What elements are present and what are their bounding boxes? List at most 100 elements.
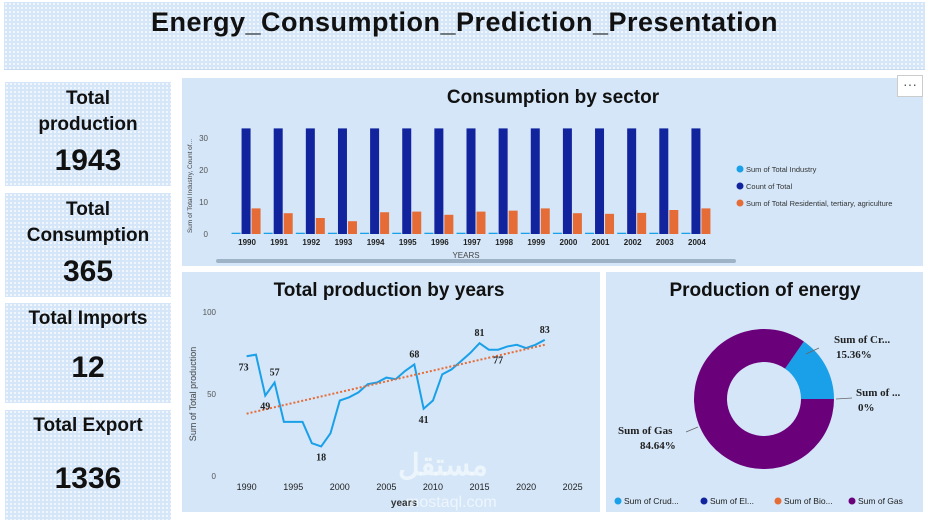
x-tick-label: 1999 [527,238,545,247]
x-tick-label: 2004 [688,238,706,247]
production-of-energy-panel[interactable]: Production of energy Sum of Cr... 15.36% S… [606,272,923,512]
x-tick-label: 2000 [330,482,350,492]
bar-industry[interactable] [552,232,562,234]
bar-industry[interactable] [295,232,305,234]
legend-marker [614,497,622,505]
y-tick-label: 20 [199,166,208,175]
bar-count[interactable] [434,128,444,234]
y-tick-label: 0 [204,230,209,239]
legend-marker [848,497,856,505]
bar-residential[interactable] [476,211,486,234]
bar-count[interactable] [659,128,669,234]
legend-label: Count of Total [746,182,792,191]
bar-residential[interactable] [283,213,293,234]
bar-count[interactable] [337,128,347,234]
bar-count[interactable] [370,128,380,234]
bar-count[interactable] [595,128,605,234]
bar-count[interactable] [562,128,572,234]
bar-industry[interactable] [360,232,370,234]
bar-industry[interactable] [456,232,466,234]
bar-industry[interactable] [392,232,402,234]
slice-percent: 0% [858,402,875,414]
horizontal-scrollbar[interactable] [216,259,736,263]
bar-industry[interactable] [231,232,241,234]
bar-residential[interactable] [380,212,390,234]
legend-label: Sum of Crud... [624,496,679,506]
donut-slice[interactable] [694,329,834,469]
bar-industry[interactable] [681,232,691,234]
bar-residential[interactable] [412,211,422,234]
x-tick-label: 2002 [624,238,642,247]
legend-label: Sum of El... [710,496,754,506]
y-tick-label: 30 [199,134,208,143]
bar-industry[interactable] [327,232,337,234]
y-axis-label: Sum of Total production [188,347,198,441]
bar-residential[interactable] [347,221,357,234]
bar-count[interactable] [530,128,540,234]
x-tick-label: 1990 [237,482,257,492]
bar-industry[interactable] [520,232,530,234]
legend-marker [736,182,744,190]
legend-label: Sum of Total Residential, tertiary, agri… [746,199,892,208]
x-tick-label: 2003 [656,238,674,247]
bar-residential[interactable] [669,210,679,234]
data-label: 41 [419,415,429,426]
data-label: 18 [316,452,326,463]
kpi-card-imports[interactable]: Total Imports 12 [5,303,171,403]
production-by-years-panel[interactable]: Total production by years 0 50 100 1990 1995… [182,272,600,512]
consumption-by-sector-panel[interactable]: Consumption by sector 0 10 20 30 1990 1991 19… [182,78,923,266]
bar-count[interactable] [402,128,412,234]
bar-industry[interactable] [649,232,659,234]
legend-label: Sum of Gas [858,496,903,506]
kpi-card-export[interactable]: Total Export 1336 [5,410,171,520]
more-options-button[interactable]: ··· [897,75,923,97]
bar-residential[interactable] [508,210,518,234]
slice-label: Sum of Cr... [834,334,890,346]
bar-industry[interactable] [263,232,273,234]
bar-industry[interactable] [585,232,595,234]
legend-marker [700,497,708,505]
chart-title: Production of energy [669,280,861,301]
x-tick-label: 2010 [423,482,443,492]
kpi-card-production[interactable]: Total production 1943 [5,82,171,186]
bar-industry[interactable] [424,232,434,234]
data-label: 68 [409,349,419,360]
data-label: 49 [260,402,270,413]
bar-count[interactable] [691,128,701,234]
slice-percent: 15.36% [836,349,872,361]
chart-title: Total production by years [274,280,505,301]
x-tick-label: 2000 [560,238,578,247]
bar-residential[interactable] [605,213,615,234]
data-label: 57 [270,368,280,379]
bar-industry[interactable] [488,232,498,234]
bar-residential[interactable] [315,218,325,234]
x-tick-label: 1991 [270,238,288,247]
bar-count[interactable] [498,128,508,234]
bar-residential[interactable] [540,208,550,234]
bar-residential[interactable] [701,208,711,234]
x-tick-label: 2005 [376,482,396,492]
bar-residential[interactable] [637,212,647,234]
donut-slice[interactable] [785,341,834,399]
kpi-value: 12 [71,351,105,384]
bar-industry[interactable] [617,232,627,234]
x-tick-label: 2020 [516,482,536,492]
y-tick-label: 50 [207,390,216,399]
bar-count[interactable] [466,128,476,234]
bar-count[interactable] [305,128,315,234]
slice-percent: 84.64% [640,440,676,452]
bar-residential[interactable] [444,214,454,234]
bar-count[interactable] [241,128,251,234]
bar-residential[interactable] [251,208,261,234]
consumption-by-sector-chart: Consumption by sector 0 10 20 30 1990 1991 19… [187,87,892,263]
slice-label: Sum of Gas [618,425,673,437]
bar-residential[interactable] [572,213,582,234]
kpi-label: production [38,114,138,135]
kpi-card-consumption[interactable]: Total Consumption 365 [5,193,171,297]
bar-count[interactable] [627,128,637,234]
bar-count[interactable] [273,128,283,234]
x-tick-label: 2001 [592,238,610,247]
y-tick-label: 10 [199,198,208,207]
x-axis-label: YEARS [452,251,479,260]
kpi-label: Total [66,199,110,220]
